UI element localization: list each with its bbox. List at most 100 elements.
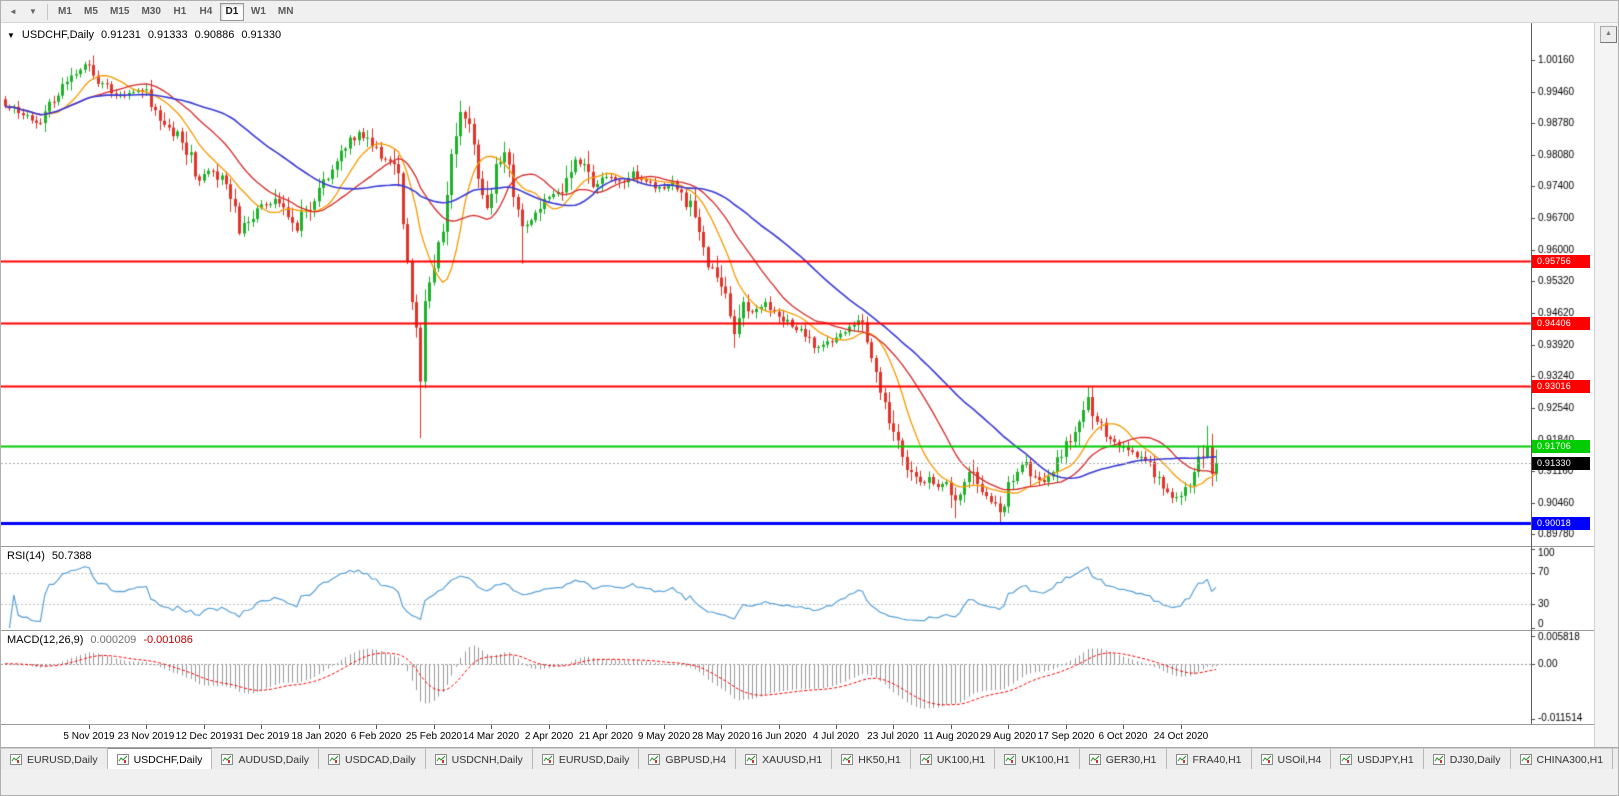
status-strip [1,769,1618,795]
chart-tab-icon [1004,754,1017,765]
chart-tab-label: GER30,H1 [1105,753,1157,766]
quote-close: 0.91330 [241,29,282,41]
chart-tab-hk50-h1[interactable]: HK50,H1 [832,748,911,770]
date-axis[interactable]: 5 Nov 2019 23 Nov 2019 12 Dec 2019 31 Dec 2… [1,725,1618,747]
date-tick [319,725,320,729]
chart-tab-usdcnh-daily[interactable]: USDCNH,Daily [425,748,533,770]
chart-tab-dj30-daily[interactable]: DJ30,Daily [1423,748,1511,770]
quote-open: 0.91231 [101,29,141,41]
date-label: 14 Mar 2020 [462,731,520,742]
chart-tab-eurusd-daily[interactable]: EURUSD,Daily [1,748,108,770]
chart-tab-usdchf-daily[interactable]: USDCHF,Daily [107,748,213,770]
toolbar-separator [47,3,48,20]
rsi-value: 50.7388 [51,550,92,562]
chart-tab-label: USDCAD,Daily [345,753,416,766]
date-label: 24 Oct 2020 [1153,731,1209,742]
date-label: 25 Feb 2020 [405,731,463,742]
panel-splitter-rsi[interactable] [1,546,1618,547]
macd-signal-value: -0.001086 [143,634,193,646]
price-axis-border [1531,23,1532,724]
scroll-left-icon[interactable]: ◄ [3,3,23,21]
timeframe-buttons: M1 M5 M15 M30 H1 H4 D1 W1 MN [52,2,299,21]
timeframe-toolbar: ◄ ▼ M1 M5 M15 M30 H1 H4 D1 W1 MN [1,1,1618,23]
chart-tab-label: EURUSD,Daily [558,753,630,766]
chart-tab-gbpusd-h4[interactable]: GBPUSD,H4 [639,748,737,770]
chart-menu-icon[interactable]: ▼ [7,30,15,40]
date-tick [721,725,722,729]
date-tick [1066,725,1067,729]
chart-tab-audusd-daily[interactable]: AUDUSD,Daily [212,748,320,770]
date-label: 29 Aug 2020 [979,731,1037,742]
hline-badge-0.95756: 0.95756 [1532,255,1590,268]
date-label: 5 Nov 2019 [63,731,115,742]
chart-tab-label: EURUSD,Daily [27,753,98,766]
chart-tab-icon [1519,754,1532,765]
chart-tab-xauusd-h1[interactable]: XAUUSD,H1 [736,748,833,770]
date-label: 28 May 2020 [692,731,750,742]
timeframe-button-mn[interactable]: MN [273,3,299,21]
chart-tab-usdcad-daily[interactable]: USDCAD,Daily [319,748,426,770]
timeframe-button-m1[interactable]: M1 [53,3,77,21]
current-price-badge: 0.91330 [1532,457,1590,470]
date-label: 21 Apr 2020 [579,731,633,742]
chart-tab-icon [841,754,854,765]
date-tick [549,725,550,729]
date-tick [606,725,607,729]
chart-tab-icon [541,754,554,765]
chart-tab-china300-h1[interactable]: CHINA300,H1 [1510,748,1614,770]
chart-tab-label: USOil,H4 [1277,753,1322,766]
timeframe-button-m30[interactable]: M30 [136,3,165,21]
date-label: 23 Nov 2019 [117,731,175,742]
chart-tab-label: XAUUSD,H1 [762,753,823,766]
chart-tab-icon [1088,754,1101,765]
timeframe-button-w1[interactable]: W1 [246,3,271,21]
chart-tab-icon [221,754,234,765]
date-tick [664,725,665,729]
timeframe-button-h1[interactable]: H1 [168,3,192,21]
date-tick [836,725,837,729]
timeframe-button-d1[interactable]: D1 [219,2,244,21]
chart-tab-fra40-h1[interactable]: FRA40,H1 [1166,748,1252,770]
date-tick [1181,725,1182,729]
right-scrollbar[interactable]: ▲ [1594,23,1618,747]
timeframe-button-m5[interactable]: M5 [79,3,103,21]
chart-tab-usoil-h1[interactable]: USOil,H1 [1613,748,1618,770]
chart-tab-label: USDJPY,H1 [1357,753,1414,766]
date-label: 18 Jan 2020 [291,731,347,742]
timeframe-button-m15[interactable]: M15 [105,3,134,21]
date-label: 2 Apr 2020 [524,731,574,742]
date-tick [434,725,435,729]
date-label: 11 Aug 2020 [923,731,979,742]
macd-main-value: 0.000209 [90,634,137,646]
chart-tab-label: USDCNH,Daily [451,753,523,766]
date-label: 4 Jul 2020 [812,731,860,742]
hline-badge-0.94406: 0.94406 [1532,317,1590,330]
hline-badge-0.90018: 0.90018 [1532,517,1590,530]
rsi-indicator-chart[interactable] [1,547,1618,630]
date-label: 23 Jul 2020 [867,731,919,742]
date-tick [1008,725,1009,729]
quote-high: 0.91333 [147,29,188,41]
chart-tab-usoil-h4[interactable]: USOil,H4 [1251,748,1332,770]
chart-tab-ger30-h1[interactable]: GER30,H1 [1079,748,1167,770]
chart-tab-usdjpy-h1[interactable]: USDJPY,H1 [1331,748,1424,770]
chart-tab-eurusd-daily[interactable]: EURUSD,Daily [532,748,640,770]
macd-label: MACD(12,26,9) 0.000209 -0.001086 [7,634,193,646]
chart-tab-uk100-h1[interactable]: UK100,H1 [910,748,996,770]
chart-tab-label: DJ30,Daily [1449,753,1501,766]
panel-splitter-macd[interactable] [1,630,1618,631]
chart-tab-icon [1175,754,1188,765]
chart-tab-uk100-h1[interactable]: UK100,H1 [995,748,1080,770]
date-label: 31 Dec 2019 [232,731,290,742]
chart-tab-icon [1260,754,1273,765]
chart-window: ▼ USDCHF,Daily 0.91231 0.91333 0.90886 0… [1,23,1618,747]
scrollbar-up-button[interactable]: ▲ [1600,26,1617,43]
dropdown-arrow-icon[interactable]: ▼ [23,3,43,21]
timeframe-button-h4[interactable]: H4 [194,3,218,21]
main-price-chart[interactable] [1,23,1618,546]
date-label: 9 May 2020 [637,731,691,742]
chart-title-overlay: ▼ USDCHF,Daily 0.91231 0.91333 0.90886 0… [7,29,281,41]
chart-tab-label: CHINA300,H1 [1536,753,1604,766]
macd-indicator-chart[interactable] [1,631,1618,724]
chart-tab-label: USDCHF,Daily [133,753,203,766]
